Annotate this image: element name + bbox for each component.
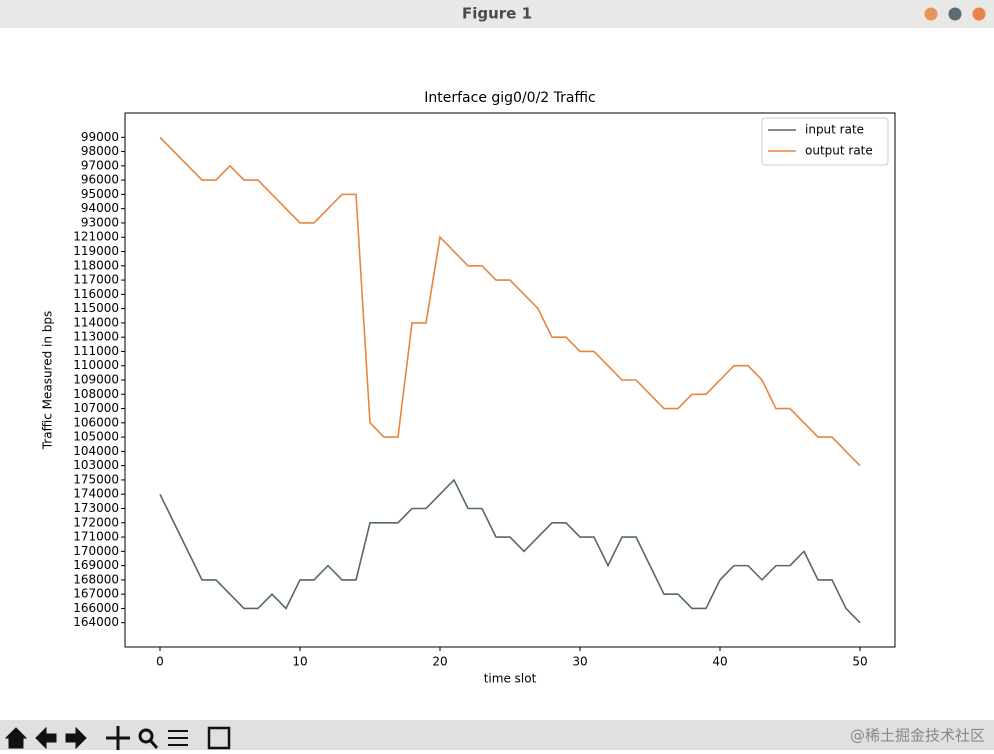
y-tick-label: 99000 (81, 130, 119, 144)
y-tick-label: 105000 (73, 430, 119, 444)
y-tick-label: 106000 (73, 415, 119, 429)
title-bar (0, 0, 994, 28)
y-tick-label: 169000 (73, 558, 119, 572)
home-button[interactable] (4, 727, 28, 749)
y-tick-label: 114000 (73, 315, 119, 329)
y-tick-label: 118000 (73, 258, 119, 272)
y-tick-label: 119000 (73, 244, 119, 258)
series-line (159, 478, 861, 624)
y-tick-label: 168000 (73, 572, 119, 586)
y-tick-label: 94000 (81, 201, 119, 215)
x-tick-label: 30 (572, 655, 587, 669)
y-tick-label: 170000 (73, 544, 119, 558)
forward-button[interactable] (65, 726, 87, 750)
x-tick-label: 20 (432, 655, 447, 669)
y-tick-label: 103000 (73, 458, 119, 472)
y-tick-label: 98000 (81, 144, 119, 158)
zoom-handle (148, 739, 159, 749)
toolbar-icons (4, 726, 231, 750)
y-tick-label: 108000 (73, 387, 119, 401)
toolbar (0, 720, 994, 750)
save-button[interactable] (207, 726, 231, 750)
y-tick-label: 171000 (73, 530, 119, 544)
y-tick-label: 116000 (73, 287, 119, 301)
window-title: Figure 1 (462, 5, 532, 23)
y-tick-label: 109000 (73, 373, 119, 387)
y-tick-label: 166000 (73, 601, 119, 615)
zoom-button[interactable] (138, 728, 154, 744)
legend-label: output rate (805, 144, 873, 158)
legend-label: input rate (805, 123, 864, 137)
y-tick-label: 173000 (73, 501, 119, 515)
y-tick-label: 174000 (73, 487, 119, 501)
y-tick-label: 172000 (73, 515, 119, 529)
y-tick-label: 164000 (73, 615, 119, 629)
y-tick-label: 113000 (73, 330, 119, 344)
configure-button[interactable] (168, 730, 188, 746)
x-tick-label: 10 (292, 655, 307, 669)
axes-frame (124, 112, 896, 648)
y-tick-label: 93000 (81, 215, 119, 229)
y-tick-label: 104000 (73, 444, 119, 458)
y-tick-label: 111000 (73, 344, 119, 358)
y-tick-label: 95000 (81, 187, 119, 201)
y-tick-label: 107000 (73, 401, 119, 415)
y-tick-label: 115000 (73, 301, 119, 315)
watermark: @稀土掘金技术社区 (850, 727, 985, 745)
chart-title: Interface gig0/0/2 Traffic (424, 90, 595, 106)
series-line (159, 136, 861, 467)
close-button[interactable] (972, 7, 986, 21)
y-tick-label: 97000 (81, 158, 119, 172)
y-tick-label: 167000 (73, 587, 119, 601)
x-axis-label: time slot (484, 672, 537, 686)
y-tick-label: 110000 (73, 358, 119, 372)
maximize-button[interactable] (948, 7, 962, 21)
x-tick-label: 50 (852, 655, 867, 669)
pan-button[interactable] (106, 726, 130, 750)
back-button[interactable] (35, 726, 57, 750)
y-tick-label: 121000 (73, 230, 119, 244)
x-tick-label: 0 (156, 655, 164, 669)
y-tick-label: 175000 (73, 472, 119, 486)
minimize-button[interactable] (924, 7, 938, 21)
y-tick-label: 117000 (73, 273, 119, 287)
y-tick-label: 96000 (81, 173, 119, 187)
y-axis-label: Traffic Measured in bps (41, 311, 55, 451)
x-tick-label: 40 (712, 655, 727, 669)
